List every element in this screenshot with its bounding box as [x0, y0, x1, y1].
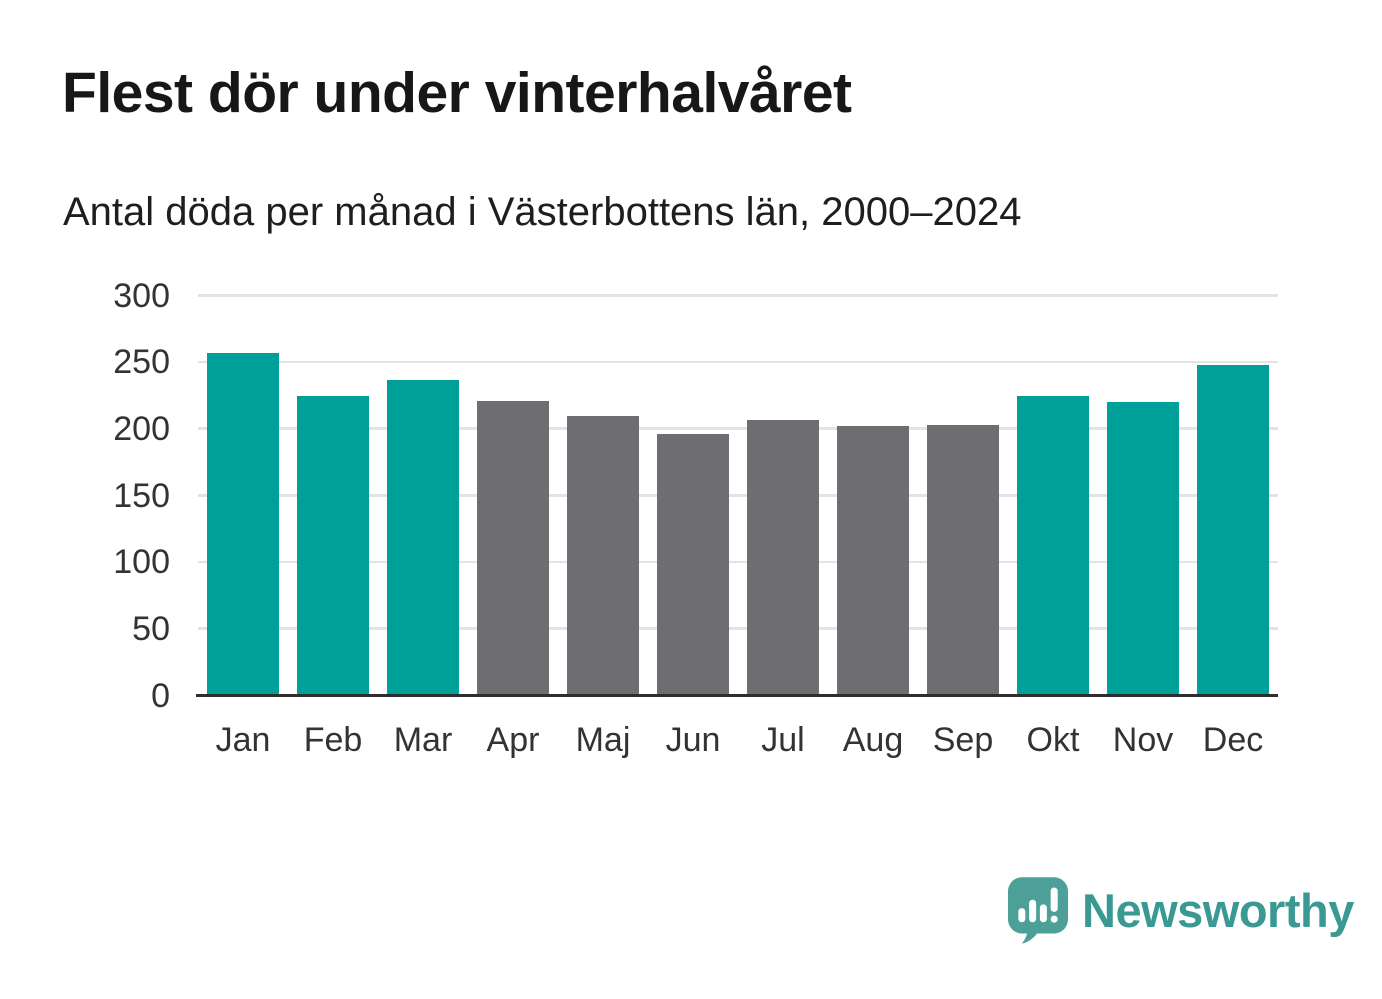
chart-title: Flest dör under vinterhalvåret: [62, 61, 852, 125]
y-tick-label-50: 50: [132, 609, 170, 648]
y-tick-label-200: 200: [113, 409, 170, 448]
x-tick-label-jun: Jun: [665, 721, 721, 759]
x-tick-label-apr: Apr: [486, 721, 540, 759]
gridline-250: [198, 360, 1278, 364]
bar-jun: [657, 434, 729, 696]
y-tick-label-150: 150: [113, 476, 170, 515]
x-tick-label-maj: Maj: [575, 721, 631, 759]
y-tick-label-250: 250: [113, 343, 170, 382]
bar-sep: [927, 424, 999, 696]
y-tick-label-0: 0: [151, 676, 170, 715]
gridline-300: [198, 294, 1278, 297]
x-tick-label-sep: Sep: [932, 721, 994, 759]
bar-mar: [387, 379, 459, 696]
x-tick-label-dec: Dec: [1202, 721, 1264, 759]
x-tick-label-okt: Okt: [1026, 721, 1080, 759]
bar-nov: [1107, 402, 1179, 696]
bar-dec: [1197, 364, 1269, 696]
x-tick-label-feb: Feb: [303, 721, 363, 759]
gridline-100: [198, 560, 1278, 564]
bar-feb: [297, 395, 369, 696]
newsworthy-logo-icon: [1008, 877, 1068, 944]
bar-aug: [837, 426, 909, 696]
gridline-200: [198, 427, 1278, 430]
newsworthy-wordmark: Newsworthy: [1082, 883, 1354, 937]
bar-jul: [747, 419, 819, 696]
y-tick-label-300: 300: [113, 276, 170, 315]
x-tick-label-jul: Jul: [761, 721, 805, 759]
gridline-150: [198, 494, 1278, 497]
bar-okt: [1017, 395, 1089, 696]
x-tick-label-jan: Jan: [215, 721, 271, 759]
chart-subtitle: Antal döda per månad i Västerbottens län…: [63, 190, 1022, 234]
x-axis-line: [196, 694, 1278, 697]
bar-jan: [207, 352, 279, 696]
x-tick-label-mar: Mar: [393, 721, 453, 759]
x-tick-label-nov: Nov: [1112, 721, 1174, 759]
bar-maj: [567, 415, 639, 696]
y-tick-label-100: 100: [113, 543, 170, 582]
gridline-50: [198, 627, 1278, 630]
bar-apr: [477, 400, 549, 696]
newsworthy-logo: Newsworthy: [1008, 877, 1354, 944]
x-tick-label-aug: Aug: [842, 721, 904, 759]
